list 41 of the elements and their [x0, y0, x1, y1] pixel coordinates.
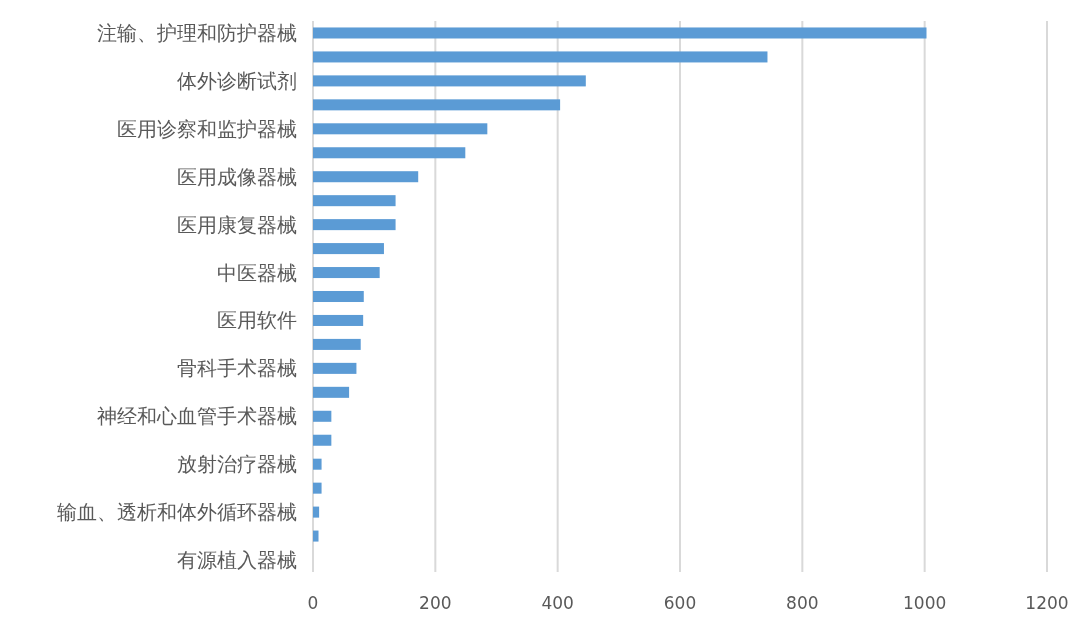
bar	[313, 147, 466, 159]
bar	[313, 243, 384, 255]
y-tick-label: 体外诊断试剂	[177, 68, 297, 93]
x-tick-label: 0	[307, 593, 319, 613]
y-tick-label: 中医器械	[217, 260, 297, 285]
y-tick-label: 骨科手术器械	[177, 356, 297, 381]
x-tick-label: 800	[786, 593, 819, 613]
bar	[313, 27, 927, 39]
y-tick-label: 有源植入器械	[177, 548, 297, 573]
y-tick-label: 医用成像器械	[177, 164, 297, 189]
x-tick-label: 600	[663, 593, 697, 613]
bar	[313, 75, 586, 87]
bar	[313, 530, 319, 542]
bar	[313, 51, 768, 63]
bar	[313, 458, 322, 470]
bar	[313, 267, 380, 279]
bar	[313, 434, 332, 446]
x-tick-label: 200	[419, 593, 452, 613]
bar	[313, 123, 488, 135]
bar	[313, 99, 561, 111]
bar	[313, 506, 320, 518]
bar	[313, 219, 396, 231]
bar	[313, 338, 361, 350]
bar	[313, 410, 332, 422]
y-tick-label: 放射治疗器械	[177, 452, 297, 477]
x-tick-label: 1000	[903, 593, 947, 613]
bar	[313, 362, 357, 374]
y-tick-label: 输血、透析和体外循环器械	[57, 500, 297, 525]
x-tick-label: 400	[541, 593, 574, 613]
y-tick-label: 神经和心血管手术器械	[97, 404, 297, 429]
y-tick-label: 医用诊察和监护器械	[117, 116, 297, 141]
x-tick-label: 1200	[1025, 593, 1069, 613]
bar	[313, 290, 364, 303]
y-tick-label: 医用软件	[217, 308, 297, 333]
bar	[313, 314, 364, 326]
y-tick-label: 注输、护理和防护器械	[97, 20, 297, 45]
y-tick-label: 医用康复器械	[177, 212, 297, 237]
bar	[313, 482, 322, 494]
bar	[313, 195, 396, 207]
bar	[313, 171, 419, 183]
bar	[313, 386, 350, 398]
